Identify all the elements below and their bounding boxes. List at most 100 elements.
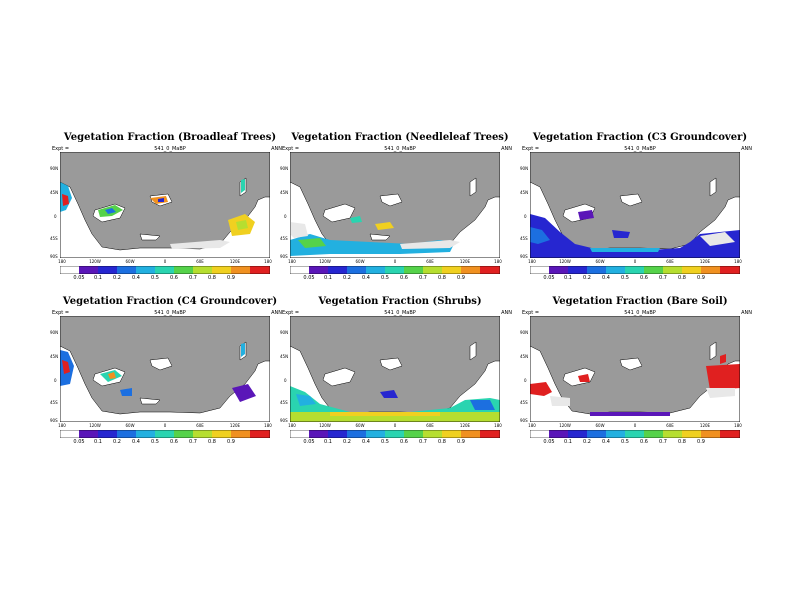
vegetation-cell	[158, 198, 164, 202]
vegetation-cell	[105, 208, 116, 214]
season-label: ANN	[271, 146, 282, 152]
vegetation-cell	[241, 179, 245, 193]
vegetation-cell	[578, 374, 590, 382]
colorbar-label: 0.6	[640, 439, 648, 445]
colorbar-label: 0.4	[132, 275, 140, 281]
x-tick: 60W	[355, 259, 365, 264]
continent-outline	[709, 177, 717, 197]
ocean-area	[60, 345, 270, 422]
colorbar-label: 0.9	[457, 439, 465, 445]
x-tick: 120E	[699, 259, 711, 264]
colorbar-label: 0.2	[583, 275, 591, 281]
colorbar-label: 0.1	[94, 439, 102, 445]
x-tick: 120W	[89, 423, 101, 428]
y-tick: 45N	[520, 190, 529, 195]
colorbar-label: 0.4	[132, 439, 140, 445]
x-tick: 60E	[196, 423, 204, 428]
vegetation-cell	[290, 234, 455, 256]
map-shrubs	[290, 316, 500, 422]
vegetation-cell	[375, 222, 394, 230]
vegetation-cell	[380, 390, 398, 398]
panel-title: Vegetation Fraction (C3 Groundcover)	[532, 132, 748, 143]
panel-shrubs: Vegetation Fraction (Shrubs) Expt = 541_…	[280, 296, 520, 456]
colorbar-label: 0.6	[170, 275, 178, 281]
y-tick: 45S	[50, 236, 58, 241]
colorbar-label: 0.7	[659, 275, 667, 281]
y-tick: 90S	[280, 254, 288, 259]
panel-broadleaf-trees: Vegetation Fraction (Broadleaf Trees) Ex…	[50, 132, 290, 292]
vegetation-cell	[62, 360, 70, 374]
map-bare-soil	[530, 316, 740, 422]
x-tick: 120W	[559, 423, 571, 428]
colorbar-label: 0.8	[678, 439, 686, 445]
map-c3-groundcover	[530, 152, 740, 258]
continent-outline	[369, 233, 391, 241]
colorbar-label: 0.05	[543, 439, 555, 445]
y-tick: 0	[284, 378, 287, 383]
colorbar-label: 0.8	[208, 439, 216, 445]
colorbar-label: 0.2	[113, 275, 121, 281]
colorbar	[290, 266, 500, 274]
vegetation-cell	[590, 412, 670, 416]
y-tick: 45N	[50, 354, 59, 359]
x-tick: 0	[393, 423, 397, 428]
colorbar-label: 0.4	[602, 439, 610, 445]
colorbar-label: 0.9	[697, 275, 705, 281]
vegetation-cell	[120, 388, 132, 396]
ice-area	[706, 388, 735, 398]
season-label: ANN	[501, 310, 512, 316]
vegetation-cell	[578, 210, 594, 220]
colorbar-label: 0.8	[438, 439, 446, 445]
colorbar-label: 0.5	[381, 439, 389, 445]
x-tick: 120W	[319, 423, 331, 428]
y-tick: 90N	[280, 330, 289, 335]
x-tick: 180	[288, 259, 296, 264]
x-tick: 120E	[229, 423, 241, 428]
y-tick: 90S	[520, 254, 528, 259]
colorbar-label: 0.2	[113, 439, 121, 445]
vegetation-cell	[706, 364, 740, 390]
x-tick: 60W	[595, 259, 605, 264]
colorbar-label: 0.4	[602, 275, 610, 281]
x-tick: 120E	[699, 423, 711, 428]
y-tick: 45N	[50, 190, 59, 195]
vegetation-cell	[530, 214, 740, 258]
y-tick: 90S	[280, 418, 288, 423]
expt-label: Expt =	[282, 310, 300, 316]
season-label: ANN	[741, 146, 752, 152]
y-tick: 0	[524, 214, 527, 219]
colorbar-label: 0.6	[400, 275, 408, 281]
vegetation-cell	[232, 384, 256, 402]
y-tick: 90N	[520, 166, 529, 171]
colorbar-label: 0.8	[438, 275, 446, 281]
ice-area	[400, 240, 460, 249]
x-tick: 180	[494, 259, 502, 264]
colorbar	[60, 266, 270, 274]
colorbar-label: 0.2	[343, 275, 351, 281]
colorbar	[530, 430, 740, 438]
colorbar-label: 0.1	[324, 439, 332, 445]
vegetation-cell	[470, 400, 495, 410]
x-tick: 180	[734, 423, 742, 428]
panel-title: Vegetation Fraction (Bare Soil)	[552, 296, 728, 307]
x-tick: 120E	[229, 259, 241, 264]
vegetation-cell	[530, 227, 550, 244]
expt-label: Expt =	[522, 310, 540, 316]
colorbar-label: 0.7	[419, 439, 427, 445]
y-tick: 90S	[520, 418, 528, 423]
colorbar-label: 0.2	[583, 439, 591, 445]
x-tick: 180	[264, 423, 272, 428]
x-tick: 120W	[89, 259, 101, 264]
x-tick: 120W	[559, 259, 571, 264]
colorbar	[530, 266, 740, 274]
colorbar-label: 0.1	[564, 275, 572, 281]
panel-title: Vegetation Fraction (Needleleaf Trees)	[291, 132, 509, 143]
continent-outline	[379, 193, 403, 207]
vegetation-cell	[350, 216, 362, 223]
y-tick: 45S	[50, 400, 58, 405]
colorbar-label: 0.8	[208, 275, 216, 281]
expt-id: 541_0_MaBP	[154, 310, 186, 316]
ice-area	[700, 232, 735, 246]
x-tick: 0	[163, 259, 167, 264]
vegetation-cell	[330, 412, 440, 416]
